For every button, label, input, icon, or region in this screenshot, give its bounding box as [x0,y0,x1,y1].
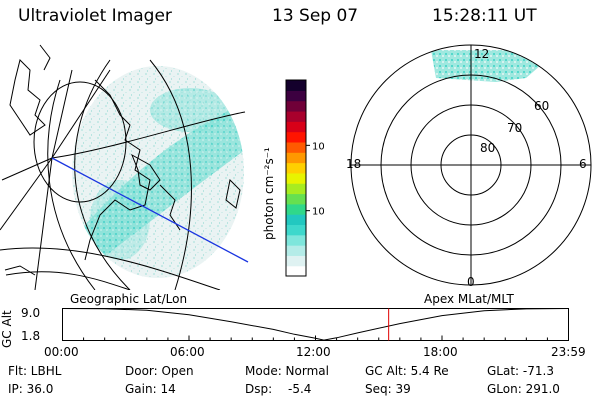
ip-info: IP: 36.0 [8,382,54,396]
colorbar-cell [286,100,306,112]
gc-alt-info: GC Alt: 5.4 Re [365,364,449,378]
colorbar-cell [286,183,306,195]
colorbar-cell [286,152,306,164]
colorbar-cell [286,131,306,143]
door-info: Door: Open [125,364,194,378]
colorbar-cell [286,234,306,246]
polar-panel-label: Apex MLat/MLT [424,292,514,306]
mlt-label-0: 0 [467,275,475,289]
seq-info: Seq: 39 [365,382,411,396]
glat-info: GLat: -71.3 [487,364,554,378]
mlt-label-12: 12 [474,47,489,61]
altitude-y-label: GC Alt [0,310,14,348]
altitude-series-line [62,308,569,341]
altitude-chart [62,308,569,341]
colorbar-gradient [286,80,306,277]
glon-info: GLon: 291.0 [487,382,560,396]
dsp-label: Dsp: [245,382,273,396]
colorbar-cell [286,245,306,256]
x-tick-label-0600: 06:00 [170,345,205,359]
altitude-x-ticks [62,335,569,341]
colorbar-cell [286,214,306,226]
filter-info: Flt: LBHL [8,364,62,378]
mlat-label-60: 60 [534,99,549,113]
colorbar-cell [286,90,306,102]
x-tick-label-1800: 18:00 [423,345,458,359]
gain-info: Gain: 14 [125,382,176,396]
polar-plot: 12 18 6 0 60 70 80 [346,44,592,289]
colorbar-cell [286,193,306,205]
colorbar-cell [286,265,306,277]
colorbar-cell [286,121,306,133]
x-tick-label-1200: 12:00 [296,345,331,359]
colorbar-cell [286,110,306,122]
mode-info: Mode: Normal [245,364,329,378]
colorbar-cell [286,203,306,215]
x-tick-label-2359: 23:59 [551,345,586,359]
colorbar-label: photon cm⁻²s⁻¹ [262,147,276,240]
geographic-map [0,44,249,290]
time-label: 15:28:11 UT [432,6,537,26]
date-label: 13 Sep 07 [272,6,359,26]
aurora-emission [72,66,244,278]
altitude-ytick-low: 1.8 [21,329,41,343]
colorbar-tick-label: 100 [312,141,324,152]
x-tick-label-0000: 00:00 [44,345,79,359]
mlt-label-18: 18 [346,157,361,171]
colorbar-frame [285,79,307,277]
mlat-label-80: 80 [480,141,495,155]
coastlines [4,44,241,276]
satellite-track-line [51,157,249,263]
map-grid [0,59,246,290]
colorbar-cell [286,172,306,184]
mlt-label-6: 6 [579,157,587,171]
geographic-panel-label: Geographic Lat/Lon [70,292,188,306]
dsp-value: -5.4 [288,382,312,396]
colorbar-cell [286,162,306,174]
polar-grid [350,44,592,286]
colorbar-ticks: 100 10 [306,141,324,218]
colorbar: 100 10 [285,79,324,277]
polar-aurora-emission [431,50,541,82]
mlat-label-70: 70 [507,121,522,135]
instrument-title: Ultraviolet Imager [18,6,172,26]
colorbar-cell [286,224,306,236]
colorbar-cell [286,255,306,267]
colorbar-cell [286,141,306,153]
colorbar-tick-label: 10 [312,207,324,218]
altitude-ytick-high: 9.0 [21,306,41,320]
colorbar-cell [286,80,306,91]
